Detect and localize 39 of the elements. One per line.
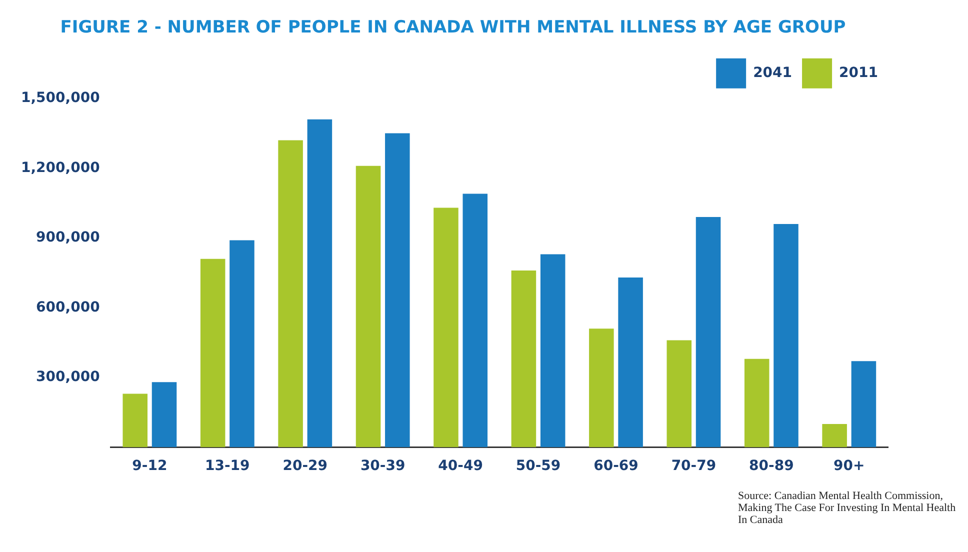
bar <box>200 258 226 448</box>
source-note: Source: Canadian Mental Health Commission, Making The Case For Investing In Mental Health In Canada <box>738 490 957 526</box>
x-tick-label: 13-19 <box>205 458 250 474</box>
y-tick-label: 1,500,000 <box>20 90 100 106</box>
bar <box>744 358 770 448</box>
bar <box>822 424 847 448</box>
x-tick-label: 30-39 <box>360 458 406 474</box>
bar <box>618 277 643 448</box>
y-tick-label: 600,000 <box>36 299 100 316</box>
bar <box>434 208 458 448</box>
bar <box>356 166 381 448</box>
y-tick-label: 1,200,000 <box>20 160 100 176</box>
x-tick-label: 70-79 <box>671 458 716 474</box>
x-tick-label: 60-69 <box>594 458 638 474</box>
legend-label: 2011 <box>839 65 878 82</box>
bar <box>278 140 303 448</box>
chart-title: FIGURE 2 - NUMBER OF PEOPLE IN CANADA WITH MENTAL ILLNESS BY AGE GROUP <box>60 18 846 38</box>
x-tick-label: 9-12 <box>132 458 168 474</box>
bar <box>122 394 148 448</box>
bar <box>851 361 876 448</box>
bar <box>230 240 254 448</box>
x-tick-label: 20-29 <box>282 458 328 474</box>
bar <box>307 119 332 448</box>
y-tick-label: 900,000 <box>36 230 100 246</box>
x-tick-label: 50-59 <box>516 458 561 474</box>
bar <box>385 133 410 448</box>
bar <box>696 216 721 448</box>
bar <box>589 328 614 448</box>
bar <box>540 254 566 448</box>
legend-label: 2041 <box>753 65 792 82</box>
bar <box>462 194 488 448</box>
bar <box>152 382 177 448</box>
y-tick-label: 300,000 <box>36 369 100 386</box>
bar <box>666 340 692 448</box>
x-tick-label: 40-49 <box>438 458 483 474</box>
bar <box>511 270 536 448</box>
x-tick-label: 80-89 <box>749 458 794 474</box>
bar <box>774 224 798 448</box>
x-tick-label: 90+ <box>834 458 865 474</box>
